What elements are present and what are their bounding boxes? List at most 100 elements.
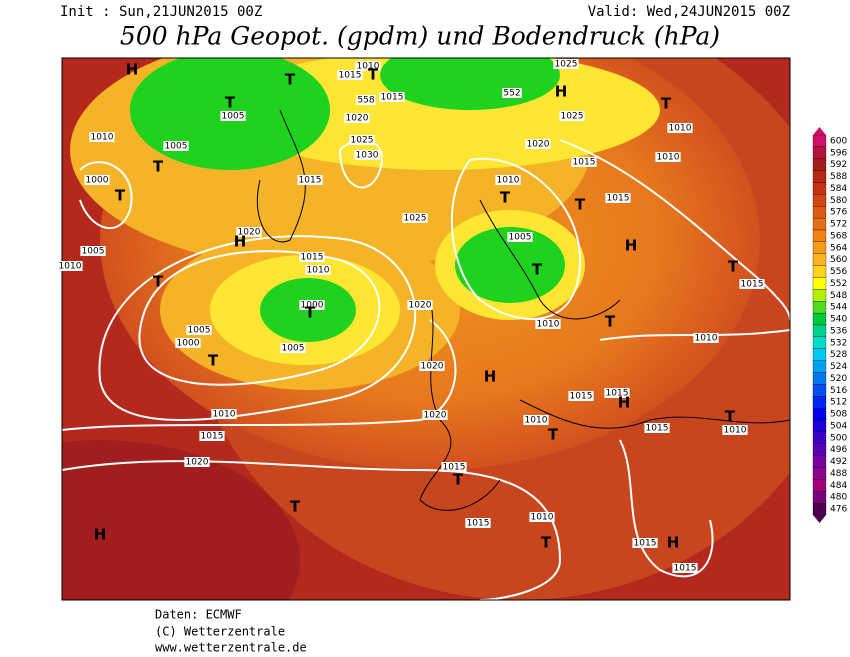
legend-swatch	[812, 182, 827, 195]
map-label: T	[290, 498, 301, 516]
map-label: 1025	[553, 59, 579, 70]
isobar-label: 1000	[301, 301, 324, 311]
label-box	[495, 175, 521, 185]
isobar-label: 1010	[525, 416, 548, 426]
isobar-label: 1015	[201, 432, 224, 442]
map-label: T	[661, 95, 672, 113]
label-box	[280, 343, 306, 353]
legend-swatch	[812, 170, 827, 183]
label-box	[441, 462, 467, 472]
legend-label: 536	[830, 326, 847, 336]
map-label: 1015	[441, 462, 467, 473]
map-label: T	[541, 534, 552, 552]
legend-swatch	[812, 301, 827, 314]
legend-swatch	[812, 419, 827, 433]
pressure-center: H	[618, 394, 631, 412]
map-label: 1020	[525, 139, 551, 150]
map-label: 1000	[84, 175, 110, 186]
pressure-center: H	[126, 61, 139, 79]
label-box	[407, 300, 433, 310]
isobar-label: 1020	[421, 362, 444, 372]
isobar-label: 1025	[351, 136, 374, 146]
legend-swatch	[812, 312, 827, 326]
label-box	[568, 391, 594, 401]
legend-label: 576	[830, 208, 847, 218]
map-label: 1005	[507, 232, 533, 243]
label-box	[644, 423, 670, 433]
legend-label: 484	[830, 481, 847, 491]
isobar-label: 1010	[91, 133, 114, 143]
map-label: 1025	[559, 111, 585, 122]
pressure-center: T	[368, 66, 379, 84]
isobar-label: 1010	[724, 426, 747, 436]
isobar-label: 1015	[674, 564, 697, 574]
map-label: 552	[502, 88, 522, 99]
label-box	[465, 518, 491, 528]
map-label: T	[532, 261, 543, 279]
map-label: 1015	[605, 193, 631, 204]
legend-label: 560	[830, 255, 847, 265]
label-box	[402, 213, 428, 223]
label-box	[605, 193, 631, 203]
isobar-label: 1010	[669, 124, 692, 134]
map-label: 1010	[89, 132, 115, 143]
isobar-label: 1020	[238, 228, 261, 238]
map-label: 1005	[163, 141, 189, 152]
label-box	[236, 227, 262, 237]
map-label: 1005	[186, 325, 212, 336]
legend-label: 592	[830, 160, 847, 170]
map-label: 1010	[655, 152, 681, 163]
map-label: 1025	[349, 135, 375, 146]
label-box	[349, 135, 375, 145]
legend-label: 540	[830, 315, 847, 325]
pressure-center: T	[548, 426, 559, 444]
map-label: T	[153, 273, 164, 291]
map-label: T	[500, 189, 511, 207]
legend-swatch	[812, 443, 827, 456]
map-label: 1015	[297, 175, 323, 186]
label-box	[672, 563, 698, 573]
map-label: 1010	[495, 175, 521, 186]
isobar-label: 1000	[86, 176, 109, 186]
label-box	[57, 261, 83, 271]
label-box	[632, 538, 658, 548]
map-label: 1010	[57, 261, 83, 272]
legend-label: 552	[830, 279, 847, 289]
map-label: 1010	[535, 319, 561, 330]
map-label: H	[234, 233, 247, 251]
map-label: T	[115, 187, 126, 205]
isobar-label: 1010	[657, 153, 680, 163]
pressure-center: T	[305, 304, 316, 322]
map-label: 1005	[220, 111, 246, 122]
label-box	[355, 61, 381, 71]
map-label: T	[575, 196, 586, 214]
legend-swatch	[812, 372, 827, 385]
pressure-center: H	[484, 368, 497, 386]
legend-swatch	[812, 491, 827, 504]
pressure-center: T	[575, 196, 586, 214]
label-box	[502, 88, 522, 98]
legend-label: 512	[830, 398, 847, 408]
map-label: 1020	[344, 113, 370, 124]
isobar-label: 1010	[497, 176, 520, 186]
isobar-label: 1015	[301, 253, 324, 263]
legend-swatch	[812, 194, 827, 207]
map-label: T	[208, 352, 219, 370]
isobar-label: 1020	[527, 140, 550, 150]
isobar-label: 1010	[695, 334, 718, 344]
isobar-label: 1015	[467, 519, 490, 529]
isobar-label: 1015	[299, 176, 322, 186]
label-box	[419, 361, 445, 371]
label-box	[693, 333, 719, 343]
label-box	[379, 92, 405, 102]
map-label: 1015	[739, 279, 765, 290]
isobar-label: 1025	[561, 112, 584, 122]
legend-label: 520	[830, 374, 847, 384]
legend-label: 504	[830, 421, 847, 431]
legend-label: 488	[830, 469, 847, 479]
isobar-label: 1005	[165, 142, 188, 152]
pressure-center: H	[667, 534, 680, 552]
legend-swatch	[812, 336, 827, 349]
label-box	[722, 425, 748, 435]
